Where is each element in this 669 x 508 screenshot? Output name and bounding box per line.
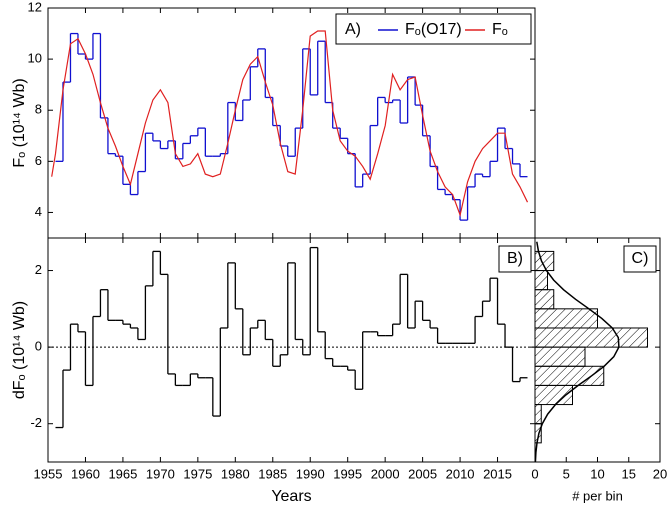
- x-tick-label: 2015: [483, 466, 512, 481]
- plot-frame: [534, 237, 661, 463]
- panel-label: C): [632, 250, 649, 267]
- x-tick-label: 1975: [183, 466, 212, 481]
- x-tick-label: 1970: [146, 466, 175, 481]
- x-tick-label: 0: [531, 466, 538, 481]
- x-axis-label: # per bin: [572, 488, 623, 503]
- x-tick-label: 20: [653, 466, 667, 481]
- x-tick-label: 5: [563, 466, 570, 481]
- x-tick-label: 1955: [34, 466, 63, 481]
- panel-label-box: [498, 245, 532, 273]
- y-tick-label: 12: [28, 0, 42, 14]
- x-tick-label: 15: [622, 466, 636, 481]
- plot-frame: [47, 237, 536, 463]
- x-tick-label: 1965: [108, 466, 137, 481]
- y-tick-label: 2: [35, 262, 42, 277]
- y-axis-label: dFₒ (10¹⁴ Wb): [11, 301, 28, 399]
- bar: [534, 308, 598, 329]
- y-tick-label: 4: [35, 204, 42, 219]
- x-tick-label: 1960: [71, 466, 100, 481]
- legend-box: [335, 13, 532, 45]
- x-tick-label: 2010: [446, 466, 475, 481]
- bar: [534, 270, 548, 291]
- panel-label: B): [507, 250, 523, 267]
- legend-label: Fₒ(O17): [405, 21, 462, 38]
- panel-label: A): [345, 21, 361, 38]
- bar: [534, 404, 542, 425]
- x-axis-label: Years: [271, 488, 311, 505]
- legend-label: Fₒ: [492, 21, 508, 38]
- y-tick-label: -2: [30, 415, 42, 430]
- bar: [534, 327, 648, 348]
- y-axis-label: Fₒ (10¹⁴ Wb): [11, 78, 28, 167]
- x-tick-label: 1995: [333, 466, 362, 481]
- y-tick-label: 10: [28, 51, 42, 66]
- panel-label-box: [623, 245, 657, 273]
- x-tick-label: 2000: [371, 466, 400, 481]
- x-tick-label: 1980: [221, 466, 250, 481]
- x-tick-label: 1990: [296, 466, 325, 481]
- y-tick-label: 0: [35, 339, 42, 354]
- x-tick-label: 1985: [258, 466, 287, 481]
- bar: [534, 289, 555, 310]
- y-tick-label: 6: [35, 153, 42, 168]
- x-tick-label: 2005: [408, 466, 437, 481]
- x-tick-label: 10: [590, 466, 604, 481]
- y-tick-label: 8: [35, 102, 42, 117]
- fit-curve: [534, 241, 620, 463]
- bar: [534, 365, 605, 386]
- line: [51, 30, 529, 218]
- bar: [534, 346, 586, 367]
